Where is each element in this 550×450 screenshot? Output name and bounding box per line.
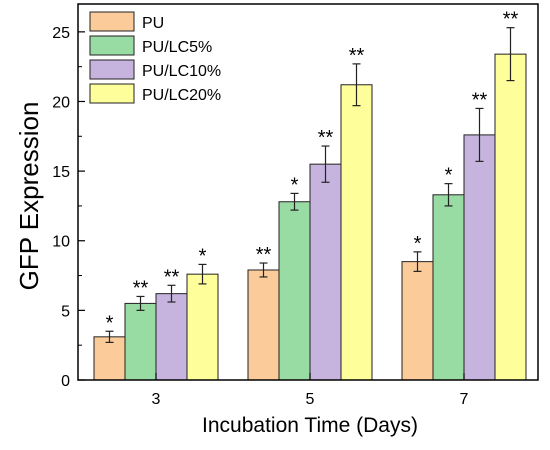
x-tick-label: 3 [152, 391, 161, 408]
bar-PU/LC5%-7 [432, 194, 465, 381]
significance-marker: ** [503, 9, 519, 31]
significance-marker: ** [318, 127, 334, 149]
bar-PU/LC20%-3 [186, 273, 219, 381]
significance-marker: ** [133, 277, 149, 299]
bar-PU/LC5%-5 [278, 201, 311, 381]
y-tick-label: 25 [52, 25, 70, 42]
legend-swatch-PU/LC20% [89, 83, 135, 104]
y-tick-label: 10 [52, 234, 70, 251]
y-tick-label: 0 [61, 373, 70, 390]
bar-PU/LC10%-7 [463, 134, 496, 381]
significance-marker: * [106, 312, 114, 334]
bar-PU-3 [93, 336, 126, 381]
x-tick-label: 5 [306, 391, 315, 408]
legend-swatch-PU [89, 11, 135, 32]
significance-marker: ** [256, 244, 272, 266]
axes-layer: 0 5 10 15 20 25 3 5 7 [52, 3, 539, 408]
significance-layer: ******* ************ [106, 9, 519, 335]
plot-frame [77, 3, 539, 381]
bar-PU/LC20%-5 [340, 84, 373, 381]
significance-marker: ** [164, 266, 180, 288]
bar-PU-7 [401, 261, 434, 381]
y-tick-label: 15 [52, 164, 70, 181]
significance-marker: * [291, 174, 299, 196]
legend: PU PU/LC5% PU/LC10% PU/LC20% [89, 11, 221, 104]
bar-PU/LC5%-3 [124, 302, 157, 381]
bar-PU/LC20%-7 [494, 53, 527, 381]
y-tick-label: 20 [52, 94, 70, 111]
legend-label-PU/LC10%: PU/LC10% [142, 63, 221, 80]
legend-swatch-PU/LC5% [89, 35, 135, 56]
bar-PU/LC10%-5 [309, 163, 342, 381]
x-tick-label: 7 [460, 391, 469, 408]
bars-layer [93, 53, 527, 381]
significance-marker: * [414, 233, 422, 255]
bar-PU-5 [247, 269, 280, 381]
significance-marker: * [445, 165, 453, 187]
significance-marker: * [199, 245, 207, 267]
significance-marker: ** [349, 45, 365, 67]
legend-label-PU/LC5%: PU/LC5% [142, 39, 212, 56]
legend-swatch-PU/LC10% [89, 59, 135, 80]
legend-label-PU/LC20%: PU/LC20% [142, 87, 221, 104]
legend-label-PU: PU [142, 15, 164, 32]
error-bars-layer [105, 27, 515, 343]
y-tick-label: 5 [61, 303, 70, 320]
bar-PU/LC10%-3 [155, 293, 188, 381]
y-axis-title: GFP Expression [14, 102, 44, 291]
significance-marker: ** [472, 89, 488, 111]
x-axis-title: Incubation Time (Days) [202, 414, 418, 437]
